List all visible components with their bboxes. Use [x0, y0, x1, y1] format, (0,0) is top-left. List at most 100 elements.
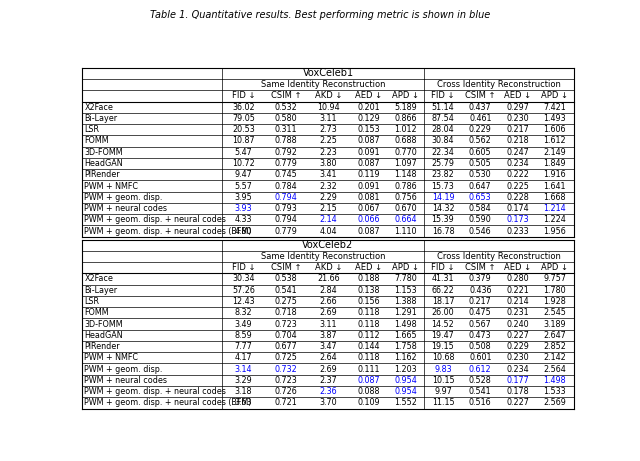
Text: 10.68: 10.68: [432, 353, 454, 362]
Text: 0.437: 0.437: [469, 103, 492, 112]
Text: 0.473: 0.473: [469, 331, 492, 340]
Text: 2.142: 2.142: [543, 353, 566, 362]
Text: HeadGAN: HeadGAN: [84, 159, 123, 168]
Text: 25.79: 25.79: [431, 159, 454, 168]
Text: 9.47: 9.47: [235, 170, 252, 179]
Text: 0.173: 0.173: [506, 215, 529, 225]
Text: 0.475: 0.475: [469, 308, 492, 317]
Text: 4.17: 4.17: [235, 353, 252, 362]
Text: 0.770: 0.770: [394, 148, 417, 157]
Text: 0.792: 0.792: [275, 148, 298, 157]
Text: 15.39: 15.39: [431, 215, 454, 225]
Text: 0.794: 0.794: [275, 215, 298, 225]
Text: 0.227: 0.227: [506, 398, 529, 408]
Text: 0.436: 0.436: [469, 286, 492, 295]
Text: Bi-Layer: Bi-Layer: [84, 114, 118, 123]
Text: 10.87: 10.87: [232, 136, 255, 146]
Text: 1.612: 1.612: [543, 136, 566, 146]
Text: 0.221: 0.221: [506, 286, 529, 295]
Text: 0.214: 0.214: [506, 297, 529, 306]
Text: 0.541: 0.541: [275, 286, 298, 295]
Text: 0.723: 0.723: [275, 376, 298, 385]
Text: X2Face: X2Face: [84, 274, 113, 284]
Text: APD ↓: APD ↓: [392, 263, 419, 272]
Text: 3.63: 3.63: [235, 398, 252, 408]
Text: 51.14: 51.14: [431, 103, 454, 112]
Text: 30.34: 30.34: [232, 274, 255, 284]
Text: 0.112: 0.112: [357, 331, 380, 340]
Text: 21.66: 21.66: [317, 274, 340, 284]
Text: APD ↓: APD ↓: [541, 263, 568, 272]
Text: 0.227: 0.227: [506, 331, 529, 340]
Text: 0.784: 0.784: [275, 182, 298, 190]
Text: 0.201: 0.201: [357, 103, 380, 112]
Text: 0.156: 0.156: [357, 297, 380, 306]
Text: 1.606: 1.606: [543, 125, 566, 134]
Text: 3.80: 3.80: [320, 159, 337, 168]
Text: 0.066: 0.066: [357, 215, 380, 225]
Text: 1.533: 1.533: [543, 387, 566, 396]
Text: 0.087: 0.087: [357, 226, 380, 236]
Text: 0.177: 0.177: [506, 376, 529, 385]
Text: 0.311: 0.311: [275, 125, 298, 134]
Text: 3.14: 3.14: [235, 365, 252, 373]
Text: 8.59: 8.59: [235, 331, 252, 340]
Text: 0.118: 0.118: [357, 319, 380, 329]
Text: CSIM ↑: CSIM ↑: [271, 263, 301, 272]
Text: FOMM: FOMM: [84, 308, 109, 317]
Text: 0.087: 0.087: [357, 159, 380, 168]
Text: PWM + geom. disp. + neural codes: PWM + geom. disp. + neural codes: [84, 215, 227, 225]
Text: VoxCeleb1: VoxCeleb1: [303, 68, 353, 78]
Text: 9.757: 9.757: [543, 274, 566, 284]
Text: 0.584: 0.584: [469, 204, 492, 213]
Text: HeadGAN: HeadGAN: [84, 331, 123, 340]
Text: 1.291: 1.291: [394, 308, 417, 317]
Text: 14.32: 14.32: [431, 204, 454, 213]
Text: 1.110: 1.110: [394, 226, 417, 236]
Text: 4.33: 4.33: [235, 215, 252, 225]
Text: 0.530: 0.530: [469, 170, 492, 179]
Text: 1.097: 1.097: [394, 159, 417, 168]
Text: PWM + NMFC: PWM + NMFC: [84, 353, 138, 362]
Text: 0.178: 0.178: [506, 387, 529, 396]
Text: 36.02: 36.02: [232, 103, 255, 112]
Text: 3D-FOMM: 3D-FOMM: [84, 319, 123, 329]
Text: 12.43: 12.43: [232, 297, 255, 306]
Text: 3.189: 3.189: [543, 319, 566, 329]
Text: 0.677: 0.677: [275, 342, 298, 351]
Text: 2.569: 2.569: [543, 398, 566, 408]
Text: 7.780: 7.780: [394, 274, 417, 284]
Text: 0.091: 0.091: [357, 182, 380, 190]
Text: 0.725: 0.725: [275, 353, 298, 362]
Text: 0.461: 0.461: [469, 114, 492, 123]
Text: 0.119: 0.119: [357, 170, 380, 179]
Text: 0.118: 0.118: [357, 308, 380, 317]
Text: 2.66: 2.66: [320, 297, 337, 306]
Text: 0.081: 0.081: [357, 193, 380, 202]
Text: 0.222: 0.222: [506, 170, 529, 179]
Text: 0.954: 0.954: [394, 387, 417, 396]
Text: 1.153: 1.153: [394, 286, 417, 295]
Text: 1.388: 1.388: [394, 297, 417, 306]
Text: 2.32: 2.32: [319, 182, 337, 190]
Text: 0.779: 0.779: [275, 226, 298, 236]
Text: 0.794: 0.794: [275, 193, 298, 202]
Text: FID ↓: FID ↓: [232, 91, 255, 100]
Text: 9.97: 9.97: [434, 387, 452, 396]
Text: 0.217: 0.217: [469, 297, 492, 306]
Text: 8.32: 8.32: [235, 308, 252, 317]
Text: 0.532: 0.532: [275, 103, 298, 112]
Text: 14.52: 14.52: [431, 319, 454, 329]
Text: Cross Identity Reconstruction: Cross Identity Reconstruction: [437, 80, 561, 89]
Text: 0.379: 0.379: [469, 274, 492, 284]
Text: 0.745: 0.745: [275, 170, 298, 179]
Text: 0.788: 0.788: [275, 136, 298, 146]
Text: PIRender: PIRender: [84, 170, 120, 179]
Text: 0.653: 0.653: [469, 193, 492, 202]
Text: 87.54: 87.54: [431, 114, 454, 123]
Text: 2.37: 2.37: [319, 376, 337, 385]
Text: PWM + geom. disp. + neural codes: PWM + geom. disp. + neural codes: [84, 387, 227, 396]
Text: 2.15: 2.15: [319, 204, 337, 213]
Text: APD ↓: APD ↓: [541, 91, 568, 100]
Text: 5.47: 5.47: [235, 148, 252, 157]
